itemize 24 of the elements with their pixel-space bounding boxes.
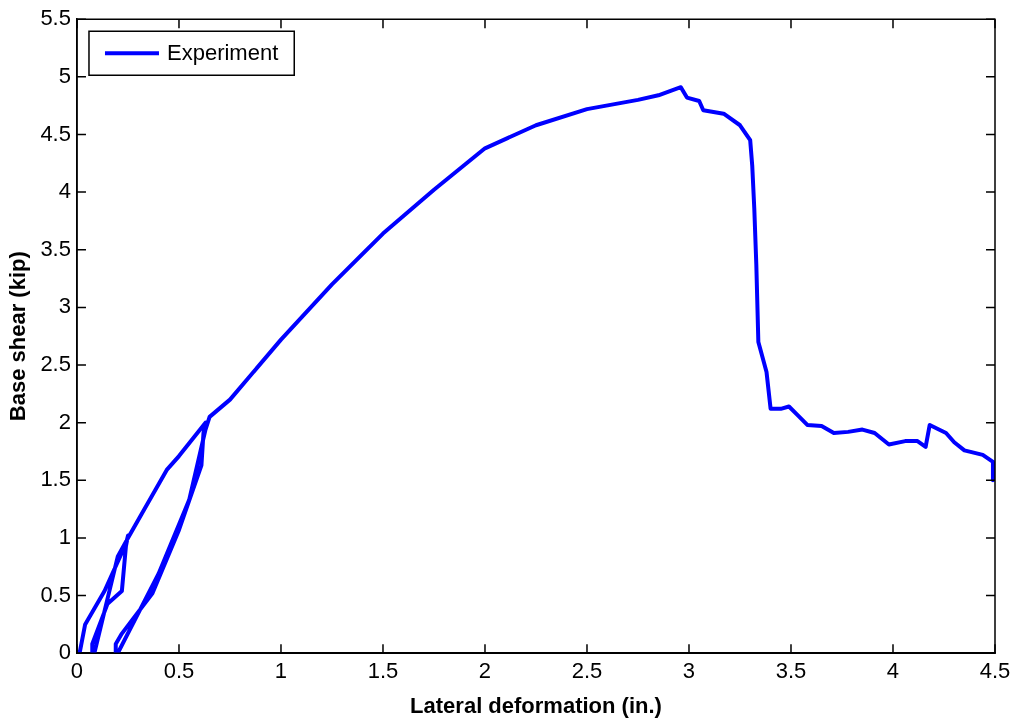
y-tick-label: 1.5 xyxy=(40,466,71,492)
x-tick-label: 4.5 xyxy=(979,658,1011,684)
x-axis-title: Lateral deformation (in.) xyxy=(410,692,662,718)
y-tick-label: 1 xyxy=(58,523,71,549)
x-tick-label: 2 xyxy=(478,658,492,684)
y-axis-title: Base shear (kip) xyxy=(5,251,31,422)
y-tick-label: 5.5 xyxy=(40,5,71,31)
y-tick-label: 5 xyxy=(58,62,71,88)
x-tick-label: 0.5 xyxy=(163,658,195,684)
y-tick-label: 3 xyxy=(58,293,71,319)
x-tick-label: 4 xyxy=(886,658,900,684)
legend-label: Experiment xyxy=(166,40,279,66)
y-tick-label: 0.5 xyxy=(40,581,71,607)
x-tick-label: 3.5 xyxy=(775,658,807,684)
y-tick-label: 4 xyxy=(58,178,71,204)
x-tick-label: 3 xyxy=(682,658,696,684)
y-tick-label: 2.5 xyxy=(40,351,71,377)
x-tick-label: 1 xyxy=(274,658,288,684)
y-tick-label: 3.5 xyxy=(40,235,71,261)
y-tick-label: 2 xyxy=(58,408,71,434)
x-tick-label: 2.5 xyxy=(571,658,603,684)
y-tick-label: 4.5 xyxy=(40,120,71,146)
y-tick-label: 0 xyxy=(58,639,71,665)
x-tick-label: 1.5 xyxy=(367,658,399,684)
